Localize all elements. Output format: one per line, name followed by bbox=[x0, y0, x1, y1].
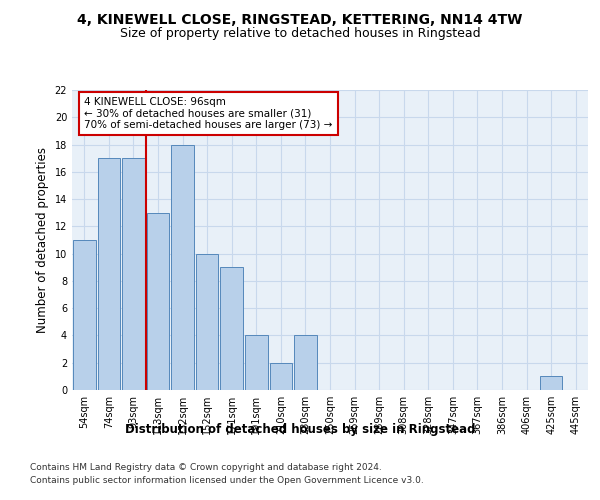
Bar bbox=[73, 240, 95, 390]
Text: 4, KINEWELL CLOSE, RINGSTEAD, KETTERING, NN14 4TW: 4, KINEWELL CLOSE, RINGSTEAD, KETTERING,… bbox=[77, 12, 523, 26]
Text: Contains public sector information licensed under the Open Government Licence v3: Contains public sector information licen… bbox=[30, 476, 424, 485]
Bar bbox=[98, 158, 120, 390]
Text: 4 KINEWELL CLOSE: 96sqm
← 30% of detached houses are smaller (31)
70% of semi-de: 4 KINEWELL CLOSE: 96sqm ← 30% of detache… bbox=[84, 97, 332, 130]
Bar bbox=[540, 376, 562, 390]
Bar bbox=[220, 268, 243, 390]
Text: Distribution of detached houses by size in Ringstead: Distribution of detached houses by size … bbox=[125, 422, 475, 436]
Bar bbox=[146, 212, 169, 390]
Bar bbox=[294, 336, 317, 390]
Bar bbox=[269, 362, 292, 390]
Text: Contains HM Land Registry data © Crown copyright and database right 2024.: Contains HM Land Registry data © Crown c… bbox=[30, 464, 382, 472]
Y-axis label: Number of detached properties: Number of detached properties bbox=[36, 147, 49, 333]
Bar bbox=[122, 158, 145, 390]
Bar bbox=[245, 336, 268, 390]
Text: Size of property relative to detached houses in Ringstead: Size of property relative to detached ho… bbox=[119, 28, 481, 40]
Bar bbox=[196, 254, 218, 390]
Bar bbox=[171, 144, 194, 390]
